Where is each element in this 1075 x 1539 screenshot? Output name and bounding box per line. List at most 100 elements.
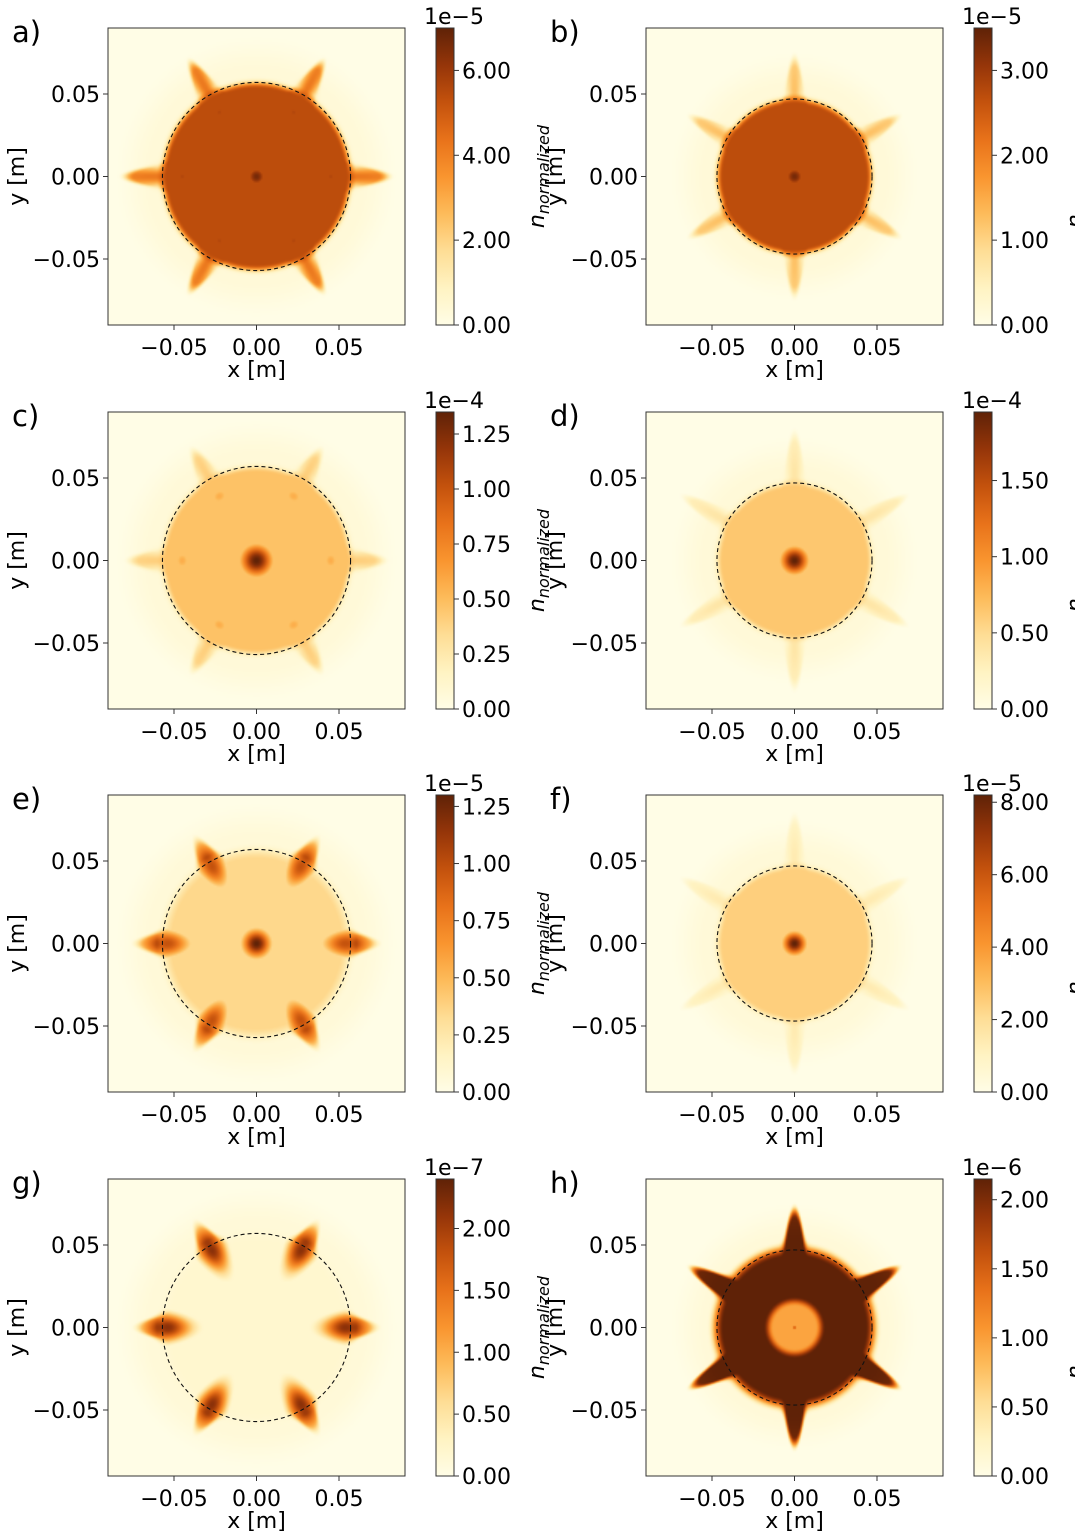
x-tick-label: −0.05: [678, 1103, 745, 1128]
y-tick-label: −0.05: [571, 248, 638, 273]
colorbar-label: nnormalized: [1063, 1275, 1075, 1379]
y-tick-label: −0.05: [33, 632, 100, 657]
colorbar-tick-label: 2.00: [1000, 144, 1049, 169]
colorbar-tick-label: 2.00: [462, 1218, 511, 1243]
colorbar-tick-label: 0.75: [462, 910, 511, 935]
colorbar-offset-label: 1e−7: [424, 1156, 484, 1181]
x-axis-label: x [m]: [765, 1509, 824, 1534]
colorbar: [435, 1178, 455, 1477]
dashed-circle: [716, 482, 873, 639]
colorbar-tick-label: 6.00: [462, 59, 511, 84]
panel-h: h) −0.05 0.00 0.05 0.05 0.00 −0.05 x [m] y [m] 0.…: [543, 1156, 1075, 1534]
panel-label: f): [550, 782, 572, 816]
heatmap-image: [646, 412, 943, 709]
dashed-circle: [716, 98, 873, 255]
panel-b: b) −0.05 0.00 0.05 0.05 0.00 −0.05 x [m] y [m] 0.…: [543, 5, 1075, 383]
colorbar-tick-label: 3.00: [1000, 59, 1049, 84]
colorbar-tick-label: 2.00: [462, 229, 511, 254]
colorbar-tick-label: 1.00: [1000, 1327, 1049, 1352]
colorbar: [973, 1178, 993, 1477]
x-tick-label: 0.00: [770, 336, 819, 361]
y-tick-label: −0.05: [33, 248, 100, 273]
x-tick-label: −0.05: [140, 720, 207, 745]
x-axis-label: x [m]: [227, 358, 286, 383]
y-tick-label: 0.05: [589, 467, 638, 492]
x-tick-label: 0.05: [315, 1103, 364, 1128]
x-axis-label: x [m]: [227, 742, 286, 767]
colorbar-tick-label: 1.00: [1000, 546, 1049, 571]
colorbar-tick-label: 0.25: [462, 1024, 511, 1049]
y-tick-label: 0.05: [51, 1234, 100, 1259]
colorbar-tick-label: 0.00: [462, 1081, 511, 1106]
dashed-circle: [716, 865, 873, 1022]
colorbar-offset-label: 1e−4: [424, 389, 484, 414]
colorbar: [435, 411, 455, 710]
x-axis-label: x [m]: [765, 358, 824, 383]
colorbar-tick-label: 0.00: [1000, 1465, 1049, 1490]
x-axis-label: x [m]: [227, 1509, 286, 1534]
y-tick-label: 0.00: [51, 933, 100, 958]
panel-label: h): [550, 1166, 580, 1200]
y-tick-label: −0.05: [571, 1399, 638, 1424]
colorbar-offset-label: 1e−5: [962, 5, 1022, 30]
colorbar-tick-label: 0.75: [462, 533, 511, 558]
y-tick-label: −0.05: [571, 632, 638, 657]
colorbar-offset-label: 1e−4: [962, 389, 1022, 414]
heatmap-image: [108, 1179, 405, 1476]
colorbar-tick-label: 0.00: [462, 1465, 511, 1490]
panel-c: c) −0.05 0.00 0.05 0.05 0.00 −0.05 x [m] y [m] 0.…: [5, 389, 553, 767]
panel-label: g): [12, 1166, 42, 1200]
colorbar-tick-label: 1.25: [462, 795, 511, 820]
colorbar: [435, 794, 455, 1093]
colorbar-tick-label: 1.50: [1000, 470, 1049, 495]
colorbar-offset-label: 1e−5: [424, 772, 484, 797]
colorbar-label: nnormalized: [1063, 891, 1075, 995]
y-tick-label: −0.05: [33, 1015, 100, 1040]
x-axis-label: x [m]: [765, 742, 824, 767]
panel-label: e): [12, 782, 41, 816]
heatmap-image: [108, 28, 405, 325]
panel-g: g) −0.05 0.00 0.05 0.05 0.00 −0.05 x [m] y [m] 0.…: [5, 1156, 553, 1534]
heatmap-image: [646, 795, 943, 1092]
colorbar-tick-label: 0.00: [1000, 698, 1049, 723]
dashed-circle: [161, 465, 352, 656]
y-axis-label: y [m]: [5, 1298, 30, 1357]
colorbar-tick-label: 6.00: [1000, 864, 1049, 889]
x-tick-label: 0.05: [315, 336, 364, 361]
x-tick-label: 0.05: [853, 1487, 902, 1512]
colorbar-tick-label: 0.50: [1000, 1396, 1049, 1421]
y-axis-label: y [m]: [543, 147, 568, 206]
y-axis-label: y [m]: [5, 147, 30, 206]
panel-d: d) −0.05 0.00 0.05 0.05 0.00 −0.05 x [m] y [m] 0.…: [543, 389, 1075, 767]
colorbar-tick-label: 1.00: [462, 853, 511, 878]
y-tick-label: 0.00: [589, 1317, 638, 1342]
colorbar-label: nnormalized: [1063, 124, 1075, 228]
colorbar-tick-label: 0.50: [462, 588, 511, 613]
colorbar-tick-label: 1.00: [462, 1341, 511, 1366]
y-axis-label: y [m]: [543, 531, 568, 590]
y-tick-label: 0.00: [589, 933, 638, 958]
dashed-circle: [161, 1232, 352, 1423]
colorbar-tick-label: 4.00: [1000, 936, 1049, 961]
y-axis-label: y [m]: [543, 914, 568, 973]
colorbar-tick-label: 2.00: [1000, 1009, 1049, 1034]
dashed-circle: [161, 81, 352, 272]
colorbar-label: nnormalized: [1063, 508, 1075, 612]
heatmap-image: [646, 28, 943, 325]
y-axis-label: y [m]: [5, 531, 30, 590]
colorbar-tick-label: 0.00: [462, 698, 511, 723]
colorbar-label: nnormalized: [525, 508, 553, 612]
x-tick-label: 0.00: [232, 1487, 281, 1512]
y-axis-label: y [m]: [543, 1298, 568, 1357]
y-axis-label: y [m]: [5, 914, 30, 973]
colorbar-tick-label: 2.00: [1000, 1189, 1049, 1214]
heatmap-image: [646, 1179, 943, 1476]
dashed-circle: [161, 848, 352, 1039]
y-tick-label: 0.00: [589, 550, 638, 575]
colorbar-label: nnormalized: [525, 1275, 553, 1379]
colorbar-offset-label: 1e−5: [424, 5, 484, 30]
colorbar-tick-label: 0.50: [1000, 622, 1049, 647]
x-axis-label: x [m]: [227, 1125, 286, 1150]
colorbar-tick-label: 1.50: [462, 1279, 511, 1304]
